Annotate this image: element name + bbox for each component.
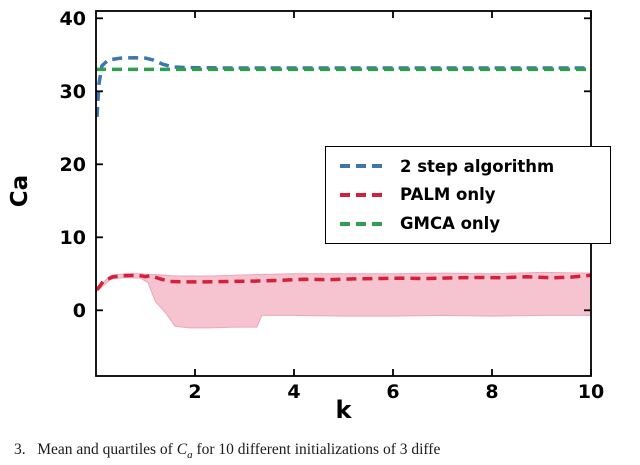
series-line-palm-only — [95, 273, 592, 291]
legend-line-sample — [340, 221, 386, 226]
figure-caption: 3. Mean and quartiles of Ca for 10 diffe… — [14, 441, 640, 465]
y-tick-label: 0 — [73, 300, 86, 322]
y-tick-label: 40 — [60, 8, 86, 30]
legend-line-sample — [340, 192, 386, 197]
x-tick-label: 10 — [578, 381, 604, 403]
y-tick-label: 20 — [60, 154, 86, 176]
legend-entry: GMCA only — [340, 214, 596, 233]
legend-entry: PALM only — [340, 185, 596, 204]
x-tick-label: 4 — [287, 381, 300, 403]
caption-suffix: for 10 different initializations of 3 di… — [192, 441, 441, 458]
y-tick-label: 10 — [60, 227, 86, 249]
y-axis-label: Ca — [7, 174, 33, 208]
x-tick-label: 8 — [485, 381, 498, 403]
caption-math-symbol: C — [176, 441, 188, 458]
legend-entry: 2 step algorithm — [340, 157, 596, 176]
legend-entry-label: PALM only — [400, 185, 496, 205]
y-tick-label: 30 — [60, 81, 86, 103]
legend-line-sample — [340, 164, 386, 169]
legend-entry-label: GMCA only — [400, 214, 501, 234]
legend-box: 2 step algorithm PALM only GMCA only — [325, 146, 611, 244]
x-tick-label: 6 — [386, 381, 399, 403]
caption-math-subscript: a — [187, 449, 193, 462]
legend-entry-label: 2 step algorithm — [400, 156, 555, 176]
x-tick-label: 2 — [188, 381, 201, 403]
caption-prefix: 3. Mean and quartiles of — [14, 441, 177, 458]
x-axis-label: k — [335, 396, 352, 424]
series-line-2-step-algorithm — [95, 55, 591, 117]
